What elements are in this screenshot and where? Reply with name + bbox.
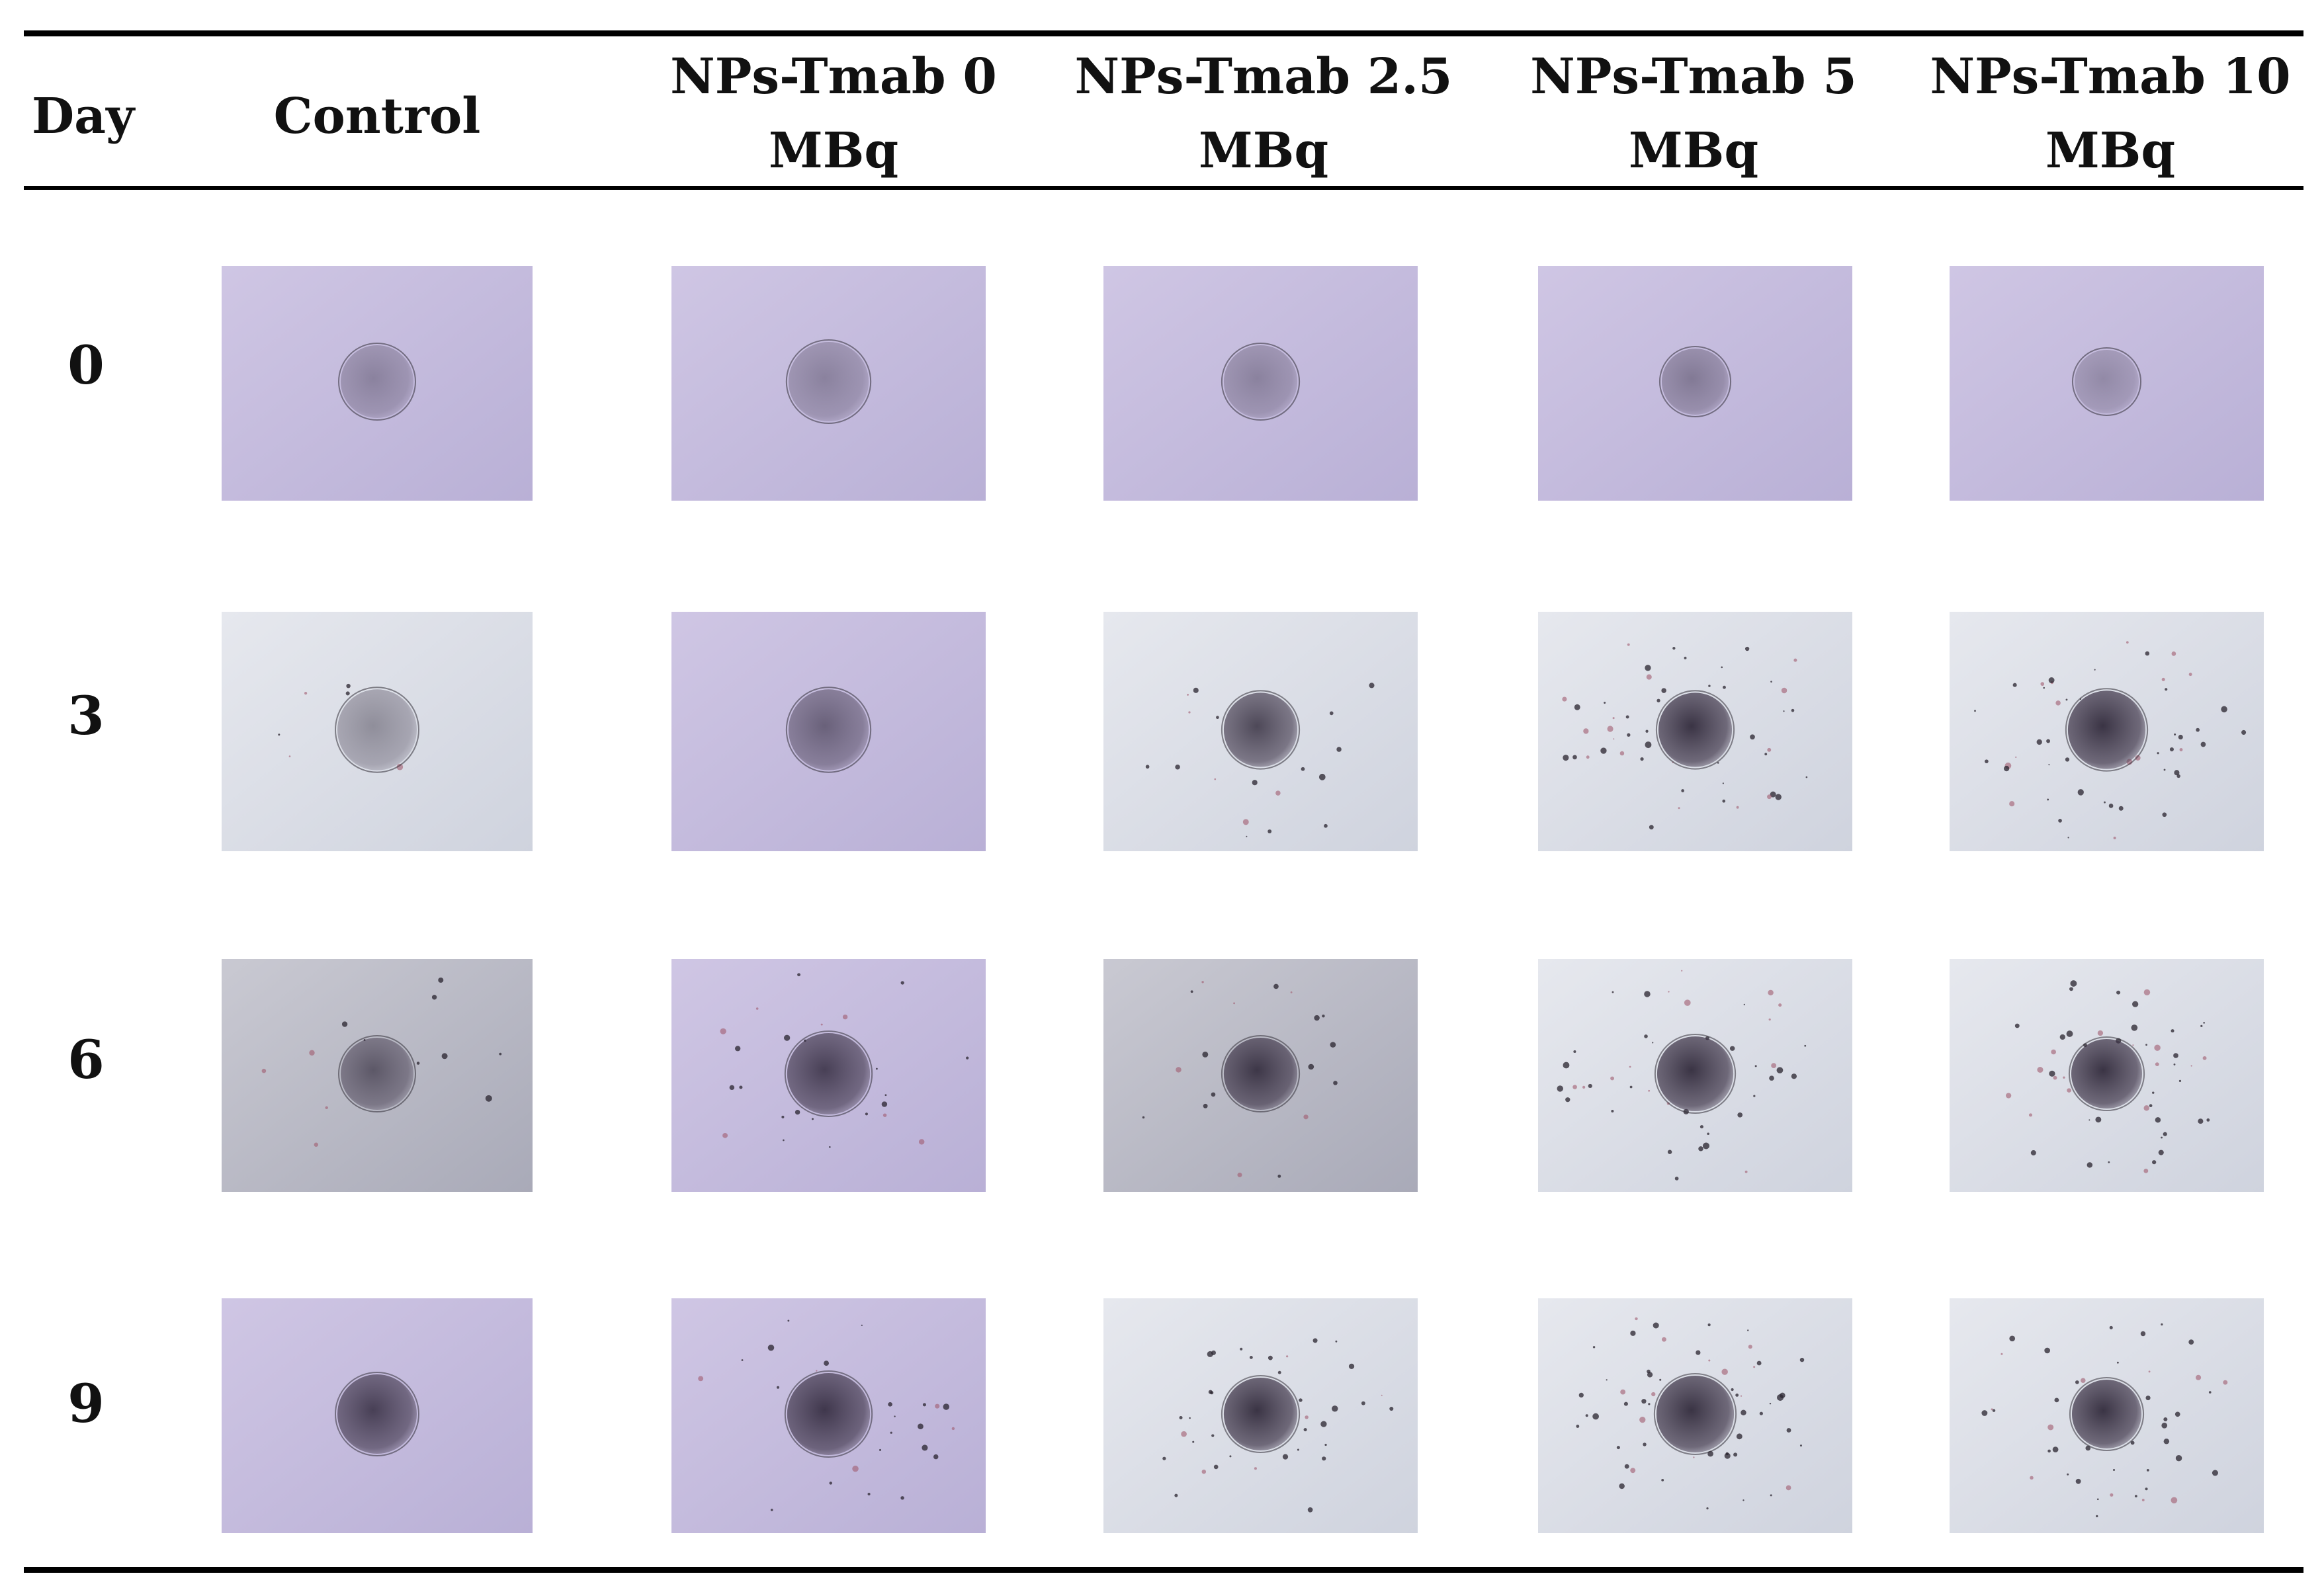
table-top-rule <box>24 30 2303 36</box>
table-bottom-rule <box>24 1567 2303 1573</box>
spheroid-micrograph <box>1950 1298 2264 1533</box>
header-line1: NPs-Tmab 10 <box>1930 48 2291 105</box>
spheroid-micrograph <box>1538 959 1852 1192</box>
spheroid-micrograph <box>1538 1298 1852 1533</box>
header-line2: MBq <box>1198 122 1329 179</box>
header-group-0mbq: NPs-Tmab 0 MBq <box>662 40 1006 188</box>
spheroid-micrograph <box>1538 266 1852 501</box>
spheroid-micrograph <box>671 1298 986 1533</box>
spheroid-micrograph <box>222 1298 533 1533</box>
spheroid-micrograph <box>671 959 986 1192</box>
header-group-2-5mbq: NPs-Tmab 2.5 MBq <box>1065 40 1462 188</box>
header-line2: MBq <box>768 122 899 179</box>
header-line2: MBq <box>2045 122 2176 179</box>
spheroid-micrograph <box>1103 612 1418 851</box>
table-header-rule <box>24 186 2303 190</box>
spheroid-micrograph <box>1103 1298 1418 1533</box>
spheroid-micrograph <box>1538 612 1852 851</box>
header-day: Day <box>32 88 135 145</box>
header-line1: NPs-Tmab 5 <box>1530 48 1857 105</box>
spheroid-micrograph <box>1103 959 1418 1192</box>
spheroid-micrograph <box>671 612 986 851</box>
header-control: Control <box>273 88 481 145</box>
row-label-day: 0 <box>67 334 105 396</box>
spheroid-micrograph <box>671 266 986 501</box>
spheroid-micrograph <box>222 959 533 1192</box>
header-line2: MBq <box>1628 122 1759 179</box>
row-label-day: 3 <box>67 685 105 747</box>
spheroid-micrograph <box>222 612 533 851</box>
spheroid-micrograph <box>1950 266 2264 501</box>
spheroid-micrograph <box>222 266 533 501</box>
header-line1: NPs-Tmab 2.5 <box>1074 48 1453 105</box>
header-group-10mbq: NPs-Tmab 10 MBq <box>1918 40 2302 188</box>
header-group-5mbq: NPs-Tmab 5 MBq <box>1515 40 1872 188</box>
row-label-day: 6 <box>67 1028 105 1091</box>
spheroid-micrograph <box>1950 612 2264 851</box>
row-label-day: 9 <box>67 1372 105 1435</box>
header-line1: NPs-Tmab 0 <box>670 48 997 105</box>
spheroid-micrograph <box>1103 266 1418 501</box>
spheroid-micrograph <box>1950 959 2264 1192</box>
